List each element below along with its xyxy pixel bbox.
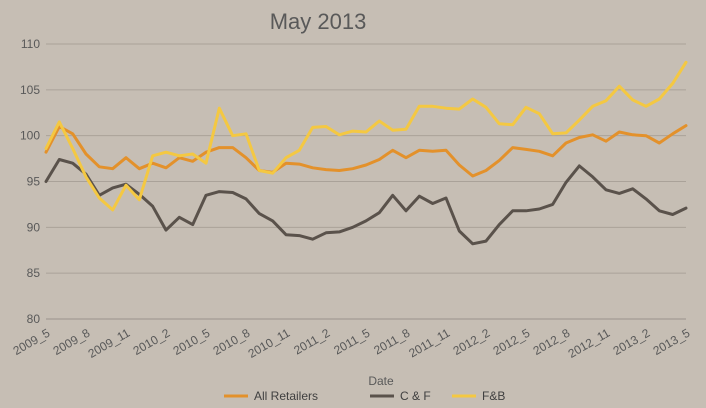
x-tick-label: 2009_8 xyxy=(51,326,93,358)
series-line-2 xyxy=(44,60,688,212)
legend-label: C & F xyxy=(400,389,431,403)
chart-title: May 2013 xyxy=(270,9,367,34)
y-tick-label: 110 xyxy=(21,37,40,51)
x-tick-label: 2012_8 xyxy=(531,326,573,358)
x-tick-label: 2010_8 xyxy=(211,326,253,358)
y-tick-label: 95 xyxy=(27,175,41,189)
y-tick-label: 85 xyxy=(27,266,41,280)
gridlines xyxy=(46,43,686,320)
y-tick-label: 90 xyxy=(27,220,41,234)
series-line-1 xyxy=(44,158,688,246)
x-tick-label: 2010_2 xyxy=(131,326,173,358)
legend-label: All Retailers xyxy=(254,389,318,403)
x-tick-label: 2012_2 xyxy=(451,326,493,358)
x-tick-label: 2012_5 xyxy=(491,326,533,358)
x-tick-label: 2011_8 xyxy=(371,326,412,358)
x-tick-label: 2009_5 xyxy=(11,326,53,358)
x-tick-label: 2013_2 xyxy=(611,326,653,358)
x-tick-label: 2011_11 xyxy=(406,326,452,361)
y-tick-label: 100 xyxy=(20,129,40,143)
x-axis-title: Date xyxy=(368,374,394,388)
x-tick-label: 2013_5 xyxy=(651,326,693,358)
legend-label: F&B xyxy=(482,389,505,403)
x-tick-label: 2010_5 xyxy=(171,326,213,358)
x-axis-ticks: 2009_52009_82009_112010_22010_52010_8201… xyxy=(11,326,693,361)
x-tick-label: 2009_11 xyxy=(86,326,133,361)
y-tick-label: 80 xyxy=(27,312,41,326)
series-line-0 xyxy=(44,124,688,178)
x-tick-label: 2010_11 xyxy=(246,326,293,361)
x-tick-label: 2011_2 xyxy=(291,326,332,358)
legend: All Retailers C & F F&B xyxy=(224,389,505,403)
y-tick-label: 105 xyxy=(20,83,40,97)
y-axis-ticks: 80 85 90 95 100 105 110 xyxy=(20,37,40,326)
series-lines xyxy=(44,60,688,246)
x-tick-label: 2011_5 xyxy=(331,326,372,358)
x-tick-label: 2012_11 xyxy=(566,326,613,361)
